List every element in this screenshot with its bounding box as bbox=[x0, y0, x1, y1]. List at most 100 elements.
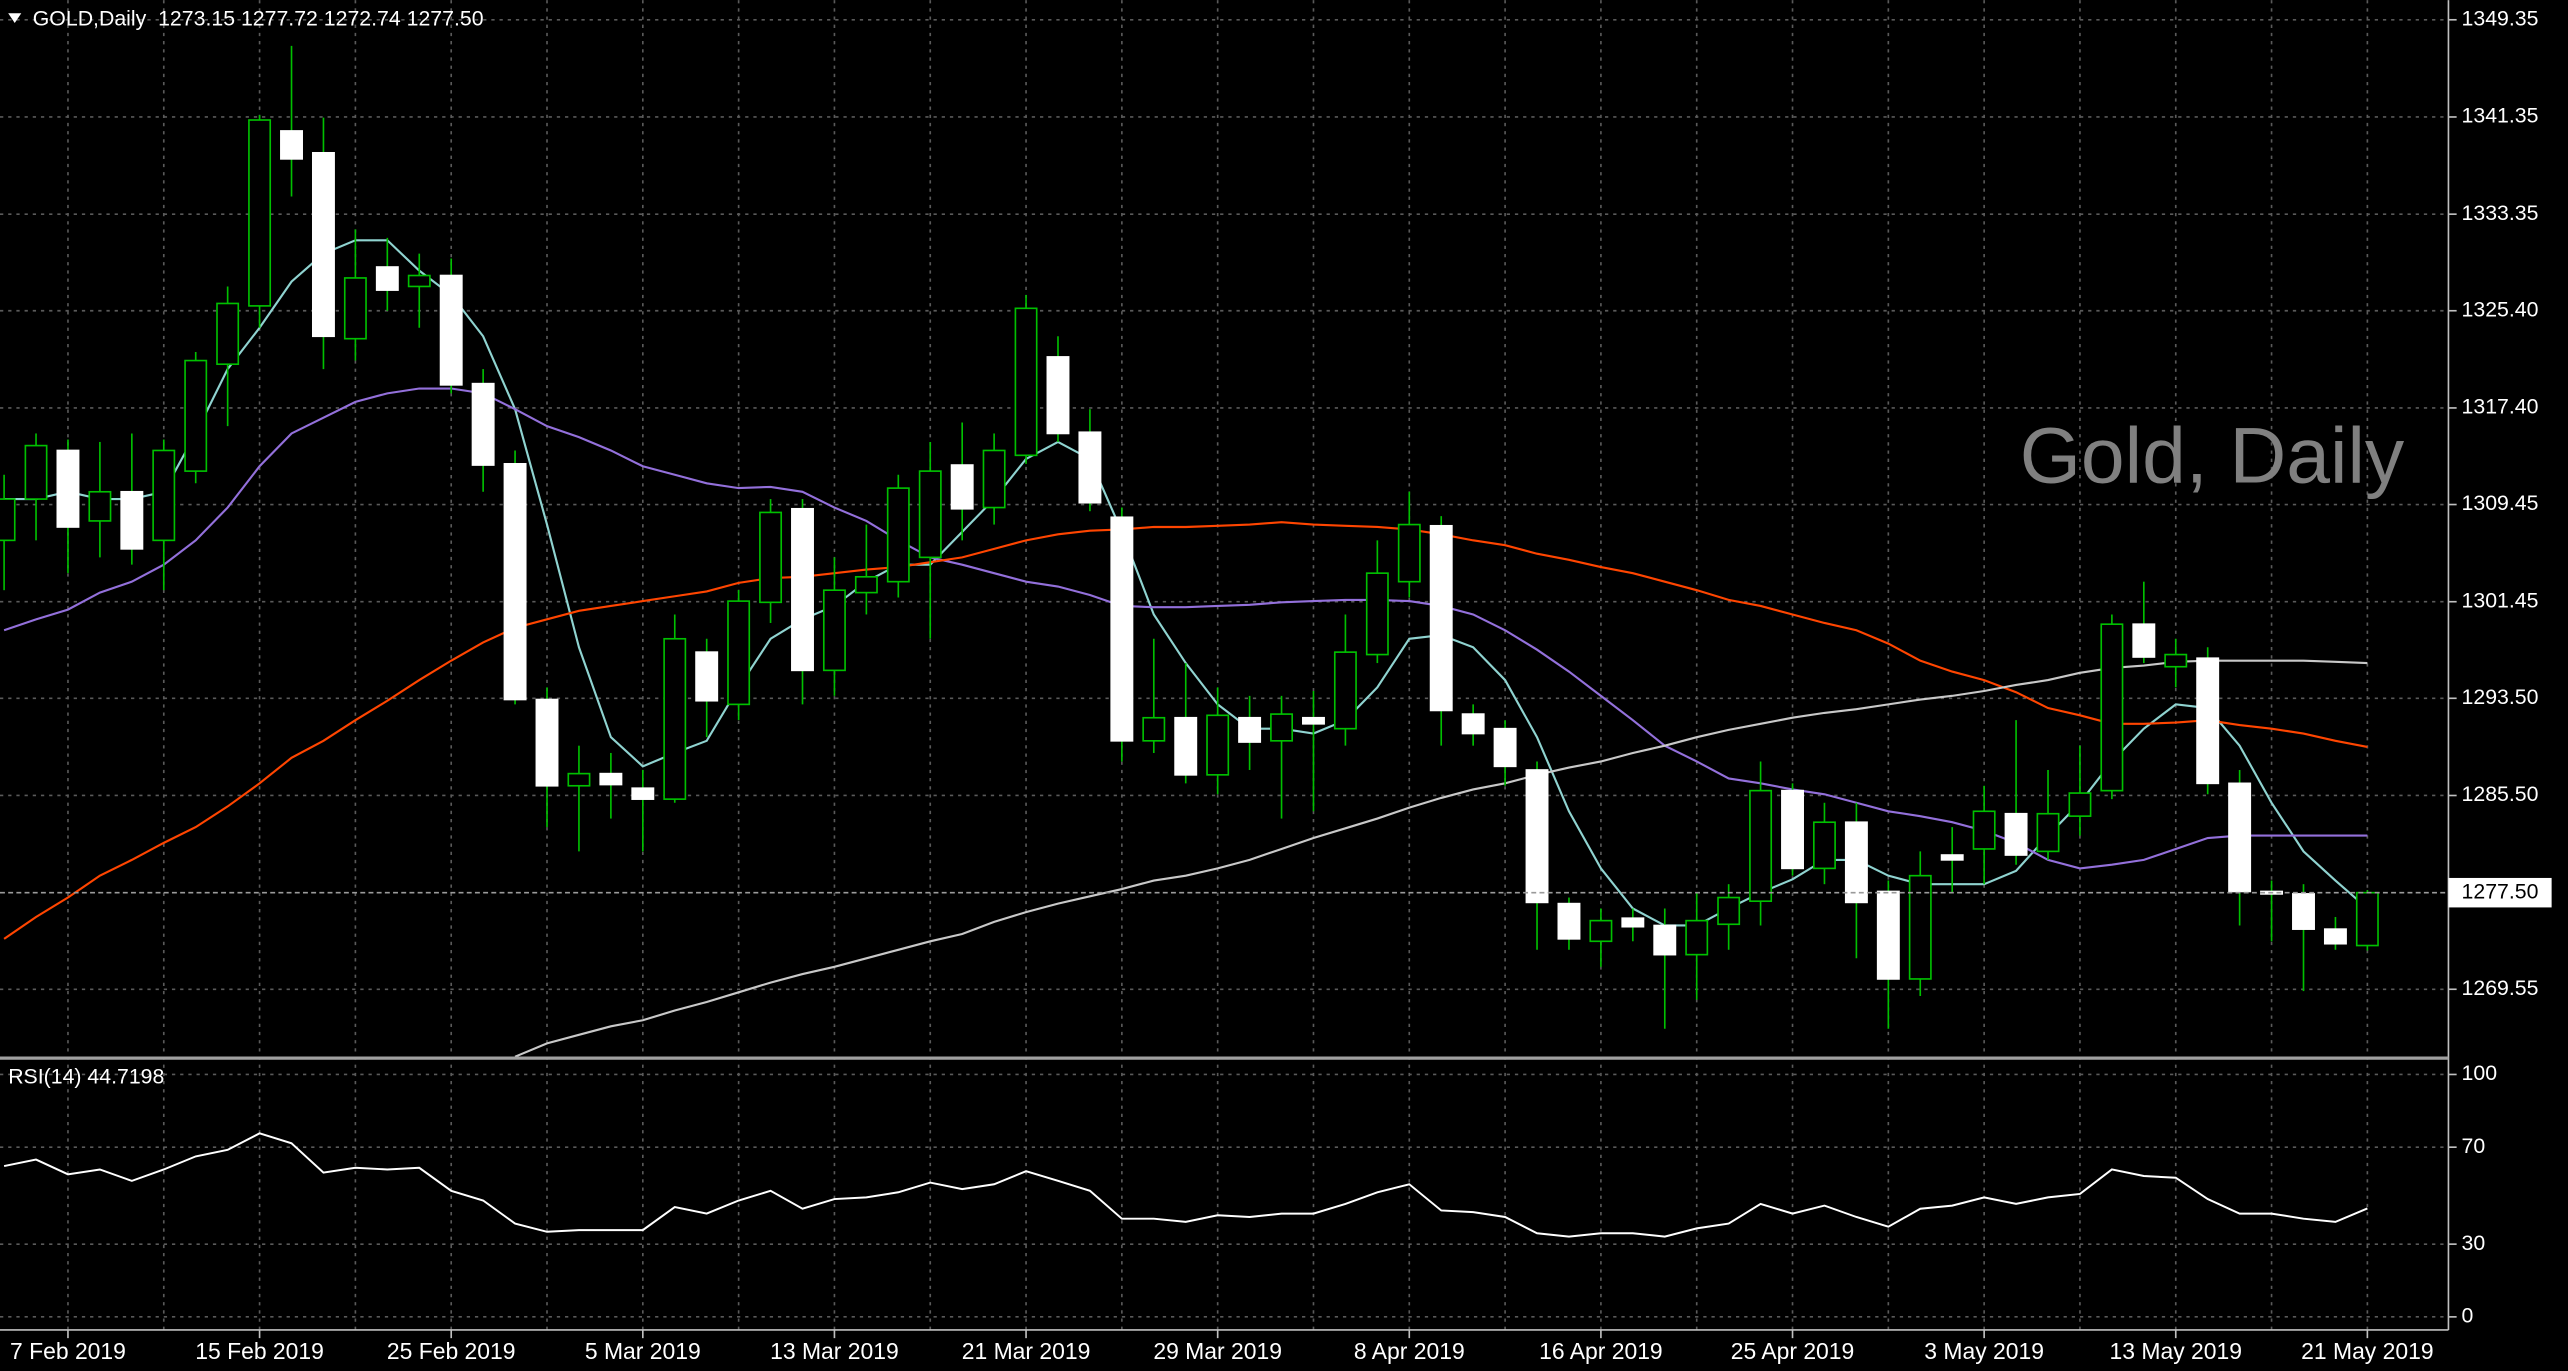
candle-body bbox=[0, 498, 16, 542]
candle-body bbox=[1557, 902, 1581, 940]
x-tick-label: 5 Mar 2019 bbox=[585, 1338, 701, 1364]
candle-body bbox=[2068, 792, 2092, 817]
x-tick-label: 25 Apr 2019 bbox=[1731, 1338, 1855, 1364]
candle-body bbox=[2164, 653, 2188, 668]
y-tick-label: 1293.50 bbox=[2462, 685, 2539, 709]
candle-body bbox=[2292, 893, 2315, 930]
candle-body bbox=[2323, 928, 2347, 945]
candle-body bbox=[280, 130, 303, 160]
candle-body bbox=[120, 490, 144, 550]
y-tick-label: 1317.40 bbox=[2462, 395, 2539, 419]
y-tick-label: 1269.55 bbox=[2462, 976, 2539, 1000]
candle-body bbox=[791, 507, 814, 672]
candle-body bbox=[343, 277, 367, 340]
y-tick-label: 1301.45 bbox=[2462, 588, 2539, 612]
candle-body bbox=[1621, 917, 1645, 928]
candle-body bbox=[759, 511, 783, 604]
candle-body bbox=[727, 600, 751, 706]
candle-body bbox=[1781, 789, 1804, 870]
y-tick-label: 30 bbox=[2462, 1231, 2486, 1255]
candle-body bbox=[311, 151, 335, 338]
candle-body bbox=[1717, 896, 1741, 926]
x-tick-label: 7 Feb 2019 bbox=[10, 1338, 126, 1364]
candle-body bbox=[1589, 919, 1613, 943]
candle-body bbox=[1333, 651, 1357, 730]
x-tick-label: 3 May 2019 bbox=[1924, 1338, 2044, 1364]
grid bbox=[0, 0, 2449, 1330]
last-price-label: 1277.50 bbox=[2462, 879, 2539, 903]
candle-body bbox=[2100, 623, 2124, 792]
rsi-line bbox=[3, 1132, 2368, 1238]
moving-average bbox=[514, 659, 2368, 1058]
candle-body bbox=[471, 382, 495, 466]
candle-body bbox=[248, 119, 272, 307]
candle-body bbox=[1525, 769, 1549, 904]
candle-body bbox=[1940, 854, 1964, 861]
candle-body bbox=[599, 772, 623, 786]
candle-body bbox=[1429, 524, 1453, 712]
candle-body bbox=[439, 274, 463, 386]
candle-body bbox=[2132, 623, 2156, 658]
candle-body bbox=[1397, 523, 1421, 583]
candle-body bbox=[982, 449, 1006, 509]
candle-body bbox=[1749, 789, 1773, 903]
rsi-label: RSI(14) 44.7198 bbox=[8, 1064, 164, 1088]
header-arrow bbox=[8, 13, 22, 24]
candle-body bbox=[1014, 307, 1038, 457]
candle-body bbox=[1302, 716, 1325, 725]
last-price-tag bbox=[2448, 877, 2552, 908]
candle-body bbox=[152, 449, 176, 542]
x-tick-label: 8 Apr 2019 bbox=[1354, 1338, 1465, 1364]
candle-body bbox=[2228, 782, 2252, 893]
candle-body bbox=[2355, 891, 2379, 947]
candle-body bbox=[216, 302, 240, 366]
y-tick-label: 1309.45 bbox=[2462, 491, 2539, 515]
moving-average bbox=[4, 239, 2369, 927]
candle-body bbox=[1844, 821, 1868, 904]
candle-body bbox=[1046, 356, 1070, 435]
candle-body bbox=[1812, 821, 1836, 870]
candle-body bbox=[2036, 812, 2060, 853]
x-tick-label: 15 Feb 2019 bbox=[195, 1338, 324, 1364]
candle-body bbox=[886, 487, 910, 583]
candle-body bbox=[1174, 716, 1198, 776]
candle-body bbox=[918, 470, 942, 559]
candle-body bbox=[1876, 890, 1900, 980]
candle-body bbox=[24, 444, 48, 500]
candle-body bbox=[950, 464, 974, 510]
candle-body bbox=[1908, 874, 1932, 980]
moving-average bbox=[3, 521, 2368, 940]
candle-body bbox=[1685, 919, 1709, 956]
x-tick-label: 29 Mar 2019 bbox=[1153, 1338, 1282, 1364]
candle-body bbox=[663, 637, 687, 800]
candle-body bbox=[854, 575, 878, 594]
candle-body bbox=[1653, 924, 1677, 956]
candle-body bbox=[1365, 572, 1389, 656]
y-tick-label: 1349.35 bbox=[2462, 6, 2539, 30]
candle-body bbox=[88, 490, 112, 522]
candle-body bbox=[1206, 714, 1230, 776]
candle-body bbox=[535, 698, 559, 787]
candle-body bbox=[375, 266, 399, 291]
candle-body bbox=[407, 274, 431, 288]
candle-body bbox=[1142, 716, 1166, 742]
candle-body bbox=[1972, 810, 1996, 850]
x-tick-label: 25 Feb 2019 bbox=[387, 1338, 516, 1364]
candle-body bbox=[631, 787, 655, 800]
candle-body bbox=[695, 651, 719, 702]
y-tick-label: 0 bbox=[2462, 1303, 2474, 1327]
candle-body bbox=[2004, 812, 2028, 856]
candle-body bbox=[2196, 657, 2220, 785]
y-tick-label: 1285.50 bbox=[2462, 782, 2539, 806]
candle-body bbox=[503, 463, 527, 701]
y-tick-label: 1333.35 bbox=[2462, 201, 2539, 225]
y-tick-label: 1325.40 bbox=[2462, 297, 2539, 321]
watermark: Gold, Daily bbox=[2020, 412, 2405, 500]
candle-body bbox=[1461, 713, 1485, 735]
candle-body bbox=[822, 589, 846, 672]
x-tick-label: 13 May 2019 bbox=[2110, 1338, 2242, 1364]
x-tick-label: 13 Mar 2019 bbox=[770, 1338, 899, 1364]
x-tick-label: 21 Mar 2019 bbox=[962, 1338, 1091, 1364]
